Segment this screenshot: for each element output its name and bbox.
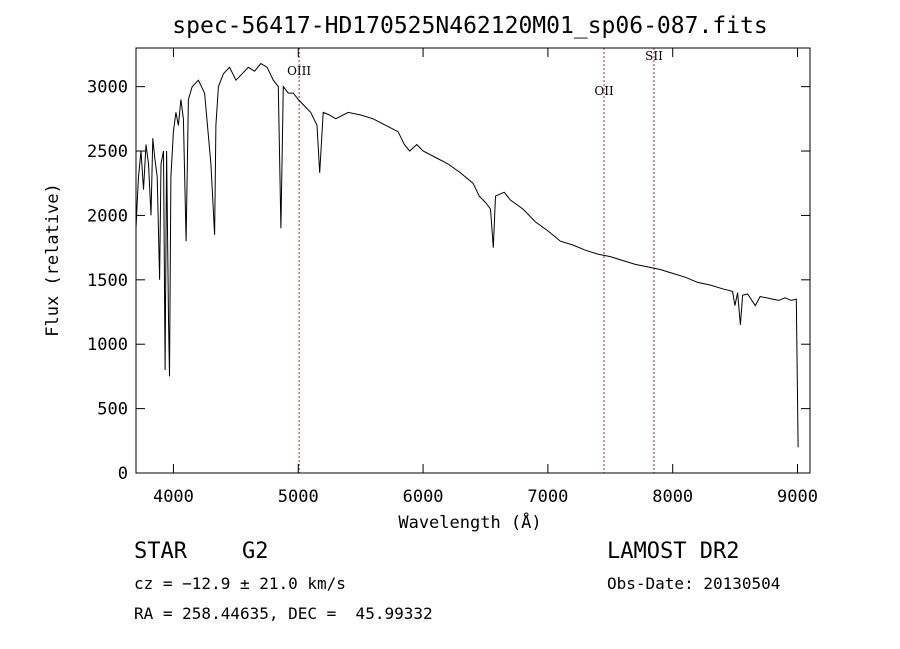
y-tick-label: 2000 <box>87 206 128 226</box>
x-tick-label: 7000 <box>527 487 568 507</box>
redshift-value: cz = −12.9 ± 21.0 km/s <box>134 574 346 593</box>
y-tick-label: 500 <box>97 400 128 420</box>
y-tick-label: 2500 <box>87 142 128 162</box>
x-axis: 4000 5000 6000 7000 8000 9000 <box>153 48 818 507</box>
line-annotations: OIII OII SII <box>287 48 663 473</box>
annotation-label: OII <box>594 84 614 98</box>
x-tick-label: 8000 <box>652 487 693 507</box>
x-tick-label: 4000 <box>153 487 194 507</box>
y-tick-label: 1500 <box>87 271 128 291</box>
spectrum-series-line <box>135 62 799 448</box>
y-axis-label: Flux (relative) <box>43 183 63 337</box>
coordinates: RA = 258.44635, DEC = 45.99332 <box>134 604 433 623</box>
object-class: STAR <box>134 539 187 564</box>
observation-date: Obs-Date: 20130504 <box>607 574 781 593</box>
plot-frame <box>135 47 811 474</box>
x-tick-label: 9000 <box>777 487 818 507</box>
y-tick-label: 0 <box>118 464 128 484</box>
annotation-label: OIII <box>287 64 311 78</box>
object-subclass: G2 <box>242 539 269 564</box>
annotation-label: SII <box>645 49 663 63</box>
x-axis-label: Wavelength (Å) <box>398 511 541 533</box>
y-tick-label: 3000 <box>87 78 128 98</box>
survey-name: LAMOST DR2 <box>607 539 740 564</box>
chart-title: spec-56417-HD170525N462120M01_sp06-087.f… <box>172 13 767 39</box>
x-tick-label: 5000 <box>278 487 319 507</box>
x-tick-label: 6000 <box>403 487 444 507</box>
y-tick-label: 1000 <box>87 335 128 355</box>
y-axis: 0 500 1000 1500 2000 2500 3000 <box>87 78 810 484</box>
